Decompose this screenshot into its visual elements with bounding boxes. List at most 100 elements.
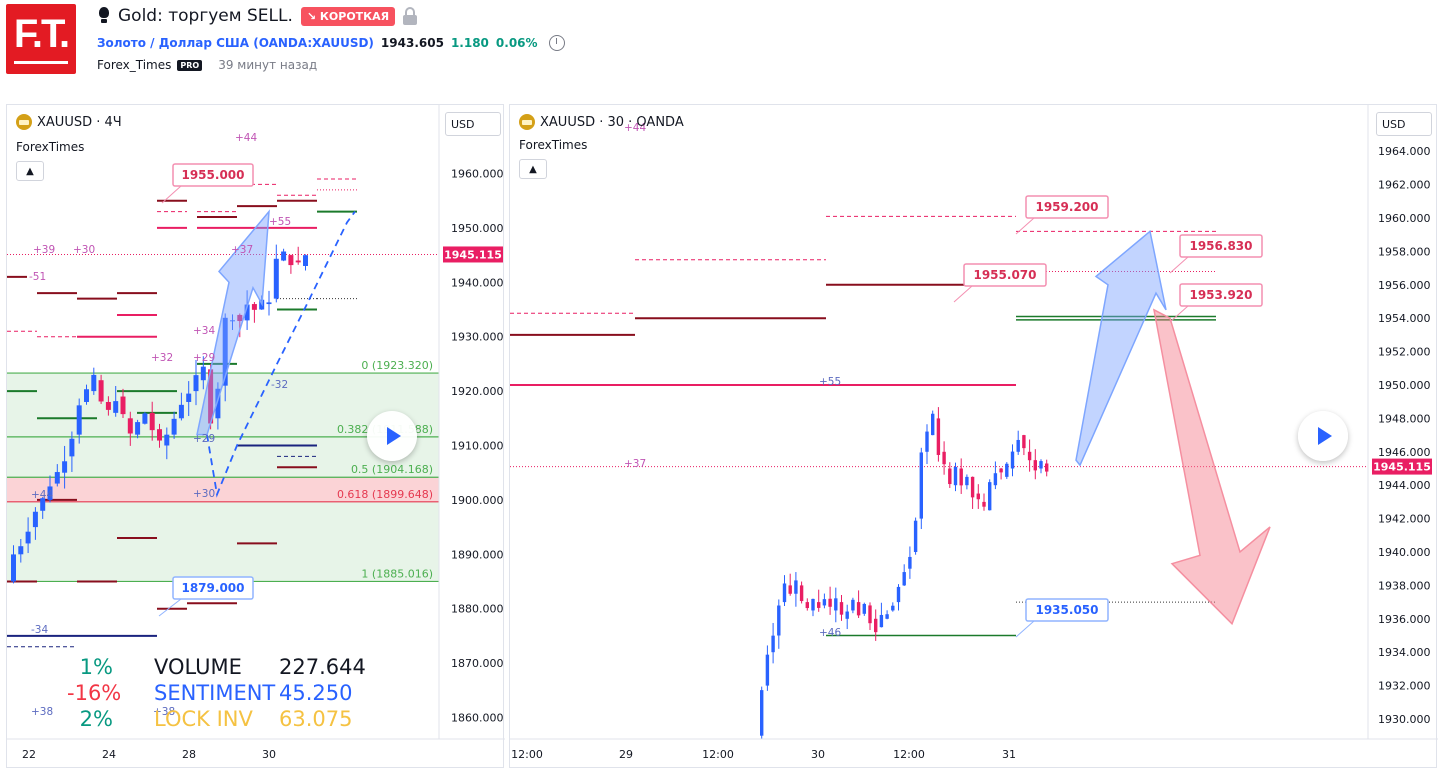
candle-body bbox=[18, 546, 24, 555]
candle-body bbox=[822, 599, 827, 606]
candle-body bbox=[281, 251, 287, 261]
candle-body bbox=[1027, 451, 1032, 461]
candle-body bbox=[84, 389, 89, 402]
price-tick-label: 1930.000 bbox=[451, 331, 504, 344]
right-chart-canvas[interactable]: 1959.200 1956.830 1955.070 1953.920 1935.050… bbox=[510, 105, 1438, 769]
level-count-label: +34 bbox=[193, 325, 215, 337]
level-count-label: +44 bbox=[31, 489, 53, 501]
level-count-label: +44 bbox=[235, 132, 257, 144]
right-chart-30m[interactable]: 1959.200 1956.830 1955.070 1953.920 1935.050… bbox=[509, 104, 1438, 769]
stat-name: SENTIMENT bbox=[154, 681, 276, 705]
candle-body bbox=[288, 255, 294, 266]
fib-level-label: 1 (1885.016) bbox=[361, 567, 433, 580]
candle-body bbox=[993, 473, 998, 486]
candle-body bbox=[186, 393, 192, 402]
time-tick-label: 29 bbox=[619, 748, 633, 761]
candle-body bbox=[76, 405, 82, 435]
candle-body bbox=[200, 366, 206, 381]
candle-body bbox=[896, 586, 901, 603]
stat-name: LOCK INV bbox=[154, 707, 253, 731]
stat-percent: 1% bbox=[79, 655, 113, 679]
candle-body bbox=[965, 476, 969, 486]
candle-body bbox=[69, 438, 75, 457]
candle-body bbox=[120, 396, 126, 415]
symbol-price: 1943.605 bbox=[380, 36, 444, 50]
candle-body bbox=[942, 451, 946, 465]
price-callout-box bbox=[963, 263, 1047, 287]
idea-title: Gold: торгуем SELL. bbox=[118, 6, 293, 26]
left-play-button[interactable] bbox=[367, 411, 417, 461]
candle-body bbox=[908, 556, 912, 569]
price-callout-box bbox=[172, 163, 254, 187]
candle-body bbox=[1022, 435, 1026, 449]
candle-body bbox=[913, 520, 918, 552]
price-tick-label: 1946.000 bbox=[1378, 446, 1431, 459]
symbol-change: 1.180 bbox=[450, 36, 489, 50]
candle-body bbox=[127, 418, 133, 434]
left-chart-author: ForexTimes bbox=[16, 140, 85, 154]
time-tick-label: 12:00 bbox=[702, 748, 734, 761]
candle-body bbox=[1010, 451, 1015, 469]
candle-body bbox=[817, 602, 821, 608]
left-collapse-button[interactable]: ▲ bbox=[16, 161, 44, 181]
candle-body bbox=[794, 580, 798, 594]
candle-body bbox=[251, 304, 257, 310]
candle-body bbox=[760, 690, 764, 736]
alarm-clock-icon[interactable] bbox=[548, 35, 565, 51]
logo-text: F.T. bbox=[13, 12, 70, 56]
price-tick-label: 1940.000 bbox=[451, 276, 504, 289]
price-callout-box bbox=[1179, 234, 1263, 258]
candle-body bbox=[976, 493, 980, 500]
left-chart-4h[interactable]: 0 (1923.320)0.382 (1911.588)0.5 (1904.16… bbox=[6, 104, 505, 768]
price-tick-label: 1890.000 bbox=[451, 548, 504, 561]
level-count-label: +30 bbox=[73, 244, 95, 256]
level-count-label: -34 bbox=[31, 624, 48, 636]
left-currency-button[interactable]: USD bbox=[445, 112, 501, 136]
right-chart-title: XAUUSD · 30 · OANDA bbox=[540, 114, 684, 130]
right-currency-button[interactable]: USD bbox=[1376, 112, 1432, 136]
price-callout-label: 1959.200 bbox=[1035, 200, 1098, 214]
left-chart-title: XAUUSD · 4Ч bbox=[37, 114, 122, 130]
candle-body bbox=[868, 605, 872, 624]
candle-body bbox=[777, 605, 781, 636]
candle-body bbox=[805, 602, 809, 609]
candle-body bbox=[273, 258, 279, 299]
bullish-arrow bbox=[196, 209, 270, 436]
candle-body bbox=[237, 314, 243, 322]
price-tick-label: 1936.000 bbox=[1378, 613, 1431, 626]
price-tick-label: 1950.000 bbox=[451, 222, 504, 235]
candle-body bbox=[879, 614, 884, 628]
author-row: Forex_Times PRO 39 минут назад bbox=[97, 57, 317, 73]
price-callout-label: 1879.000 bbox=[181, 581, 244, 595]
author-name[interactable]: Forex_Times bbox=[97, 58, 172, 72]
candle-body bbox=[32, 511, 38, 528]
gold-icon bbox=[16, 114, 32, 130]
forex-times-logo[interactable]: F.T. bbox=[6, 4, 76, 74]
symbol-link[interactable]: Золото / Доллар США (OANDA:XAUUSD) bbox=[97, 36, 374, 50]
price-tick-label: 1930.000 bbox=[1378, 713, 1431, 726]
callout-pointer bbox=[1015, 217, 1035, 235]
stat-value: 63.075 bbox=[279, 707, 353, 731]
level-count-label: +38 bbox=[31, 706, 53, 718]
level-count-label: +29 bbox=[193, 433, 215, 445]
price-tick-label: 1948.000 bbox=[1378, 412, 1431, 425]
gold-icon bbox=[519, 114, 535, 130]
price-tick-label: 1942.000 bbox=[1378, 513, 1431, 526]
candle-body bbox=[208, 369, 214, 424]
last-price-value: 1945.115 bbox=[444, 248, 502, 261]
last-price-tag bbox=[443, 246, 503, 263]
candle-body bbox=[948, 468, 952, 485]
candle-body bbox=[91, 374, 97, 392]
candle-body bbox=[142, 413, 148, 424]
price-callout-box bbox=[172, 576, 254, 600]
right-collapse-button[interactable]: ▲ bbox=[519, 159, 547, 179]
price-tick-label: 1938.000 bbox=[1378, 579, 1431, 592]
time-tick-label: 31 bbox=[1002, 748, 1016, 761]
price-tick-label: 1860.000 bbox=[451, 712, 504, 725]
right-play-button[interactable] bbox=[1298, 411, 1348, 461]
candle-body bbox=[885, 614, 889, 619]
candle-body bbox=[771, 635, 775, 653]
price-tick-label: 1960.000 bbox=[1378, 212, 1431, 225]
candle-body bbox=[303, 255, 308, 266]
candle-body bbox=[40, 498, 46, 511]
